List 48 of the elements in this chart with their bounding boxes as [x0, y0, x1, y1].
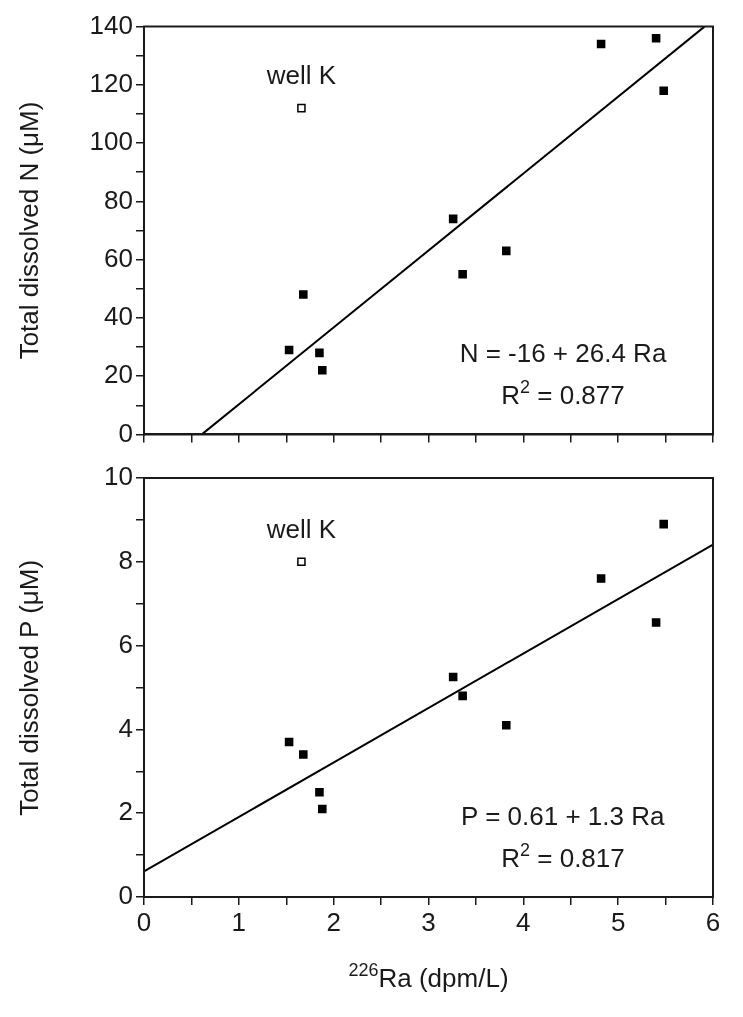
x-tick-label: 4	[516, 906, 531, 937]
point	[448, 672, 458, 682]
annotation: well K	[265, 60, 337, 91]
point	[651, 33, 661, 43]
y-tick-label: 120	[89, 68, 133, 99]
y-axis-title: Total dissolved P (μM)	[14, 559, 44, 816]
point	[318, 804, 327, 814]
y-tick-label: 40	[104, 301, 133, 332]
point	[596, 574, 606, 583]
x-tick-label: 6	[705, 906, 721, 937]
y-tick-label: 10	[104, 461, 133, 492]
point	[284, 737, 294, 747]
x-tick-label: 3	[421, 906, 436, 937]
y-tick-label: 0	[118, 417, 133, 448]
point	[458, 269, 467, 279]
point	[659, 86, 668, 95]
point	[315, 787, 324, 797]
point	[501, 720, 511, 730]
point	[318, 366, 327, 375]
y-tick-label: 80	[104, 184, 133, 215]
y-tick-label: 2	[118, 796, 133, 827]
point	[297, 557, 306, 567]
point	[315, 348, 324, 358]
y-tick-label: 0	[118, 880, 133, 911]
annotation: P = 0.61 + 1.3 Ra	[461, 801, 665, 831]
point	[501, 246, 511, 256]
point	[299, 290, 308, 299]
y-tick-label: 6	[118, 628, 133, 659]
point	[299, 750, 308, 759]
point	[297, 103, 306, 113]
y-tick-label: 100	[89, 126, 133, 157]
point	[596, 39, 606, 49]
annotation: N = -16 + 26.4 Ra	[459, 338, 667, 369]
x-tick-label: 5	[610, 906, 626, 937]
point	[448, 214, 458, 224]
y-axis-title: Total dissolved N (μM)	[14, 101, 44, 360]
x-tick-label: 2	[326, 906, 341, 937]
y-tick-label: 20	[104, 359, 133, 390]
point	[284, 345, 294, 355]
annotation: well K	[265, 513, 337, 544]
x-tick-label: 1	[231, 906, 247, 937]
point	[651, 618, 661, 627]
point	[458, 691, 467, 701]
point	[659, 519, 668, 529]
y-tick-label: 140	[89, 9, 133, 40]
y-tick-label: 4	[118, 712, 133, 743]
y-tick-label: 60	[104, 242, 133, 273]
y-tick-label: 8	[118, 544, 133, 575]
